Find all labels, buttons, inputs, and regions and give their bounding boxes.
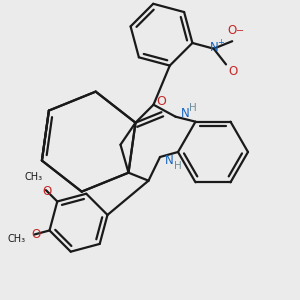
- Text: O: O: [228, 65, 237, 78]
- Text: H: H: [174, 161, 182, 171]
- Text: N: N: [181, 107, 189, 120]
- Text: O: O: [43, 185, 52, 198]
- Text: N: N: [210, 41, 219, 54]
- Text: CH₃: CH₃: [8, 234, 26, 244]
- Text: O: O: [228, 24, 237, 37]
- Text: −: −: [236, 26, 244, 36]
- Text: +: +: [217, 38, 224, 47]
- Text: O: O: [32, 228, 40, 241]
- Text: H: H: [190, 103, 197, 113]
- Text: O: O: [157, 95, 166, 108]
- Text: CH₃: CH₃: [24, 172, 42, 182]
- Text: N: N: [165, 154, 174, 166]
